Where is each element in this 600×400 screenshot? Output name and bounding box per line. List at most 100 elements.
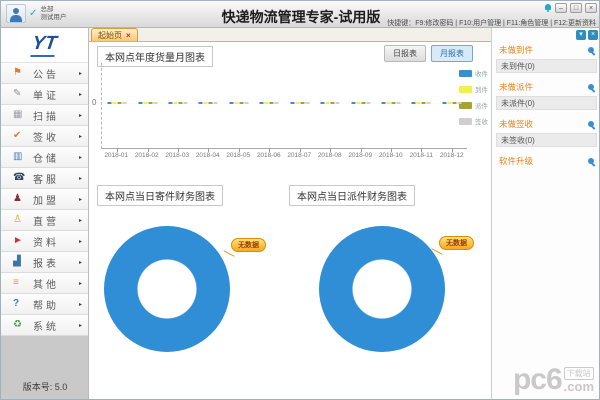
- sidebar-item-label: 报表: [33, 258, 59, 270]
- section-header-unsigned[interactable]: 未做签收: [496, 115, 597, 132]
- sidebar: YT ⚑ 公告 ▸ ✎ 单证 ▸ ▦ 扫描 ▸ ✔ 签收 ▸ ▥ 仓储 ▸ ☎ 客服 ▸ ♟ 加盟 ▸ ♙ 直…: [1, 28, 89, 399]
- watermark-badge: 下载站: [563, 367, 594, 380]
- main-content: 起始页 × 本网点年度货量月图表 日报表 月报表 收件 到件 派件 签收 0: [89, 28, 491, 399]
- task-item-unsigned[interactable]: 未签收(0): [496, 133, 597, 147]
- sidebar-item-label: 直营: [33, 216, 59, 228]
- minimize-button[interactable]: –: [555, 3, 567, 13]
- sidebar-item-customer-service[interactable]: ☎ 客服 ▸: [1, 168, 88, 189]
- title-bar: ✓ 总部 测试用户 快递物流管理专家-试用版 快捷键：F9:修改密码 | F10…: [1, 1, 599, 28]
- sidebar-item-label: 加盟: [33, 195, 59, 207]
- chevron-right-icon: ▸: [78, 217, 82, 224]
- sidebar-item-others[interactable]: ≡ 其他 ▸: [1, 273, 88, 294]
- legend-label: 收件: [475, 71, 488, 78]
- direct-branch-icon: ♙: [13, 214, 22, 225]
- sidebar-item-sign[interactable]: ✔ 签收 ▸: [1, 126, 88, 147]
- chevron-right-icon: ▸: [78, 322, 82, 329]
- legend-item: 签收: [459, 116, 488, 126]
- legend-item: 到件: [459, 84, 488, 94]
- watermark-suffix: .com: [563, 379, 594, 394]
- page-title: 快递物流管理专家-试用版: [221, 9, 381, 25]
- task-panel: ▾ × 未做到件 未到件(0) 未做派件 未派件(0) 未做签收 未签收(0) …: [491, 28, 599, 399]
- help-icon: ?: [13, 298, 20, 309]
- section-header-undispatched[interactable]: 未做派件: [496, 78, 597, 95]
- daily-report-button[interactable]: 日报表: [384, 45, 426, 62]
- sidebar-item-label: 扫描: [33, 111, 59, 123]
- section-header-label: 未做派件: [499, 82, 534, 92]
- pin-icon[interactable]: [588, 121, 594, 127]
- user-name: 测试用户: [40, 13, 67, 21]
- legend-swatch-receive: [459, 69, 472, 77]
- sidebar-item-scan[interactable]: ▦ 扫描 ▸: [1, 105, 88, 126]
- system-icon: ♻: [13, 319, 22, 330]
- no-data-tooltip: 无数据: [231, 238, 266, 252]
- online-check-icon: ✓: [29, 8, 38, 19]
- sidebar-item-label: 单证: [33, 90, 59, 102]
- monthly-report-button[interactable]: 月报表: [431, 45, 473, 62]
- tab-close-icon[interactable]: ×: [126, 30, 131, 40]
- pin-icon[interactable]: [588, 158, 594, 164]
- chart-legend: 收件 到件 派件 签收: [459, 68, 488, 126]
- chevron-right-icon: ▸: [78, 301, 82, 308]
- legend-label: 派件: [475, 103, 488, 110]
- sign-receipt-icon: ✔: [13, 130, 22, 141]
- chevron-right-icon: ▸: [78, 70, 82, 77]
- section-header-undelivered-arrivals[interactable]: 未做到件: [496, 41, 597, 58]
- sidebar-item-documents[interactable]: ✎ 单证 ▸: [1, 84, 88, 105]
- task-item-unarrived[interactable]: 未到件(0): [496, 59, 597, 73]
- scan-icon: ▦: [13, 109, 23, 120]
- sidebar-item-reports[interactable]: ▟ 报表 ▸: [1, 252, 88, 273]
- avatar: [6, 4, 26, 23]
- tab-label: 起始页: [98, 30, 122, 40]
- franchise-icon: ♟: [13, 193, 22, 204]
- panel-collapse-icon[interactable]: ▾: [576, 30, 586, 40]
- other-icon: ≡: [13, 277, 19, 288]
- sidebar-item-label: 公告: [33, 69, 59, 81]
- close-button[interactable]: ×: [585, 3, 597, 13]
- sidebar-item-help[interactable]: ? 帮助 ▸: [1, 294, 88, 315]
- sidebar-item-system[interactable]: ♻ 系统 ▸: [1, 315, 88, 336]
- notification-bell-icon[interactable]: [544, 4, 552, 12]
- panel-close-icon[interactable]: ×: [588, 30, 598, 40]
- section-header-software-upgrade[interactable]: 软件升级: [496, 152, 597, 169]
- pin-icon[interactable]: [588, 84, 594, 90]
- chevron-right-icon: ▸: [78, 238, 82, 245]
- version-label: 版本号: 5.0: [22, 382, 68, 392]
- legend-label: 签收: [475, 119, 488, 126]
- document-icon: ✎: [13, 88, 22, 99]
- warehouse-icon: ▥: [13, 151, 23, 162]
- sidebar-item-direct[interactable]: ♙ 直营 ▸: [1, 210, 88, 231]
- current-user[interactable]: ✓ 总部 测试用户: [6, 4, 66, 23]
- chevron-right-icon: ▸: [78, 196, 82, 203]
- send-finance-chart-title: 本网点当日寄件财务图表: [97, 185, 223, 206]
- hotkey-hints: 快捷键：F9:修改密码 | F10:用户管理 | F11:角色管理 | F12:…: [387, 20, 596, 27]
- report-icon: ▟: [13, 256, 21, 267]
- sidebar-item-label: 资料: [33, 237, 59, 249]
- megaphone-icon: ⚑: [13, 67, 22, 78]
- tab-start-page[interactable]: 起始页 ×: [91, 28, 138, 41]
- y-axis-zero-label: 0: [92, 98, 97, 107]
- task-item-undispatched[interactable]: 未派件(0): [496, 96, 597, 110]
- section-header-label: 未做到件: [499, 45, 534, 55]
- legend-swatch-dispatch: [459, 101, 472, 109]
- sidebar-item-announcements[interactable]: ⚑ 公告 ▸: [1, 63, 88, 84]
- pin-icon[interactable]: [588, 47, 594, 53]
- sidebar-item-data[interactable]: ► 资料 ▸: [1, 231, 88, 252]
- chevron-right-icon: ▸: [78, 259, 82, 266]
- legend-swatch-signed: [459, 117, 472, 125]
- sidebar-item-franchise[interactable]: ♟ 加盟 ▸: [1, 189, 88, 210]
- sidebar-item-label: 客服: [33, 174, 59, 186]
- sidebar-item-label: 其他: [33, 279, 59, 291]
- section-header-label: 未做签收: [499, 119, 534, 129]
- x-axis-labels: 2018-01 2018-02 2018-03 2018-04 2018-05 201…: [104, 152, 464, 159]
- app-logo: YT: [1, 28, 88, 63]
- legend-item: 派件: [459, 100, 488, 110]
- dispatch-finance-chart-title: 本网点当日派件财务图表: [289, 185, 415, 206]
- sidebar-item-label: 仓储: [33, 153, 59, 165]
- sidebar-item-label: 签收: [33, 132, 59, 144]
- user-org: 总部: [40, 5, 54, 13]
- chevron-right-icon: ▸: [78, 154, 82, 161]
- sidebar-item-warehouse[interactable]: ▥ 仓储 ▸: [1, 147, 88, 168]
- maximize-button[interactable]: □: [570, 3, 582, 13]
- send-donut-chart: [104, 226, 230, 352]
